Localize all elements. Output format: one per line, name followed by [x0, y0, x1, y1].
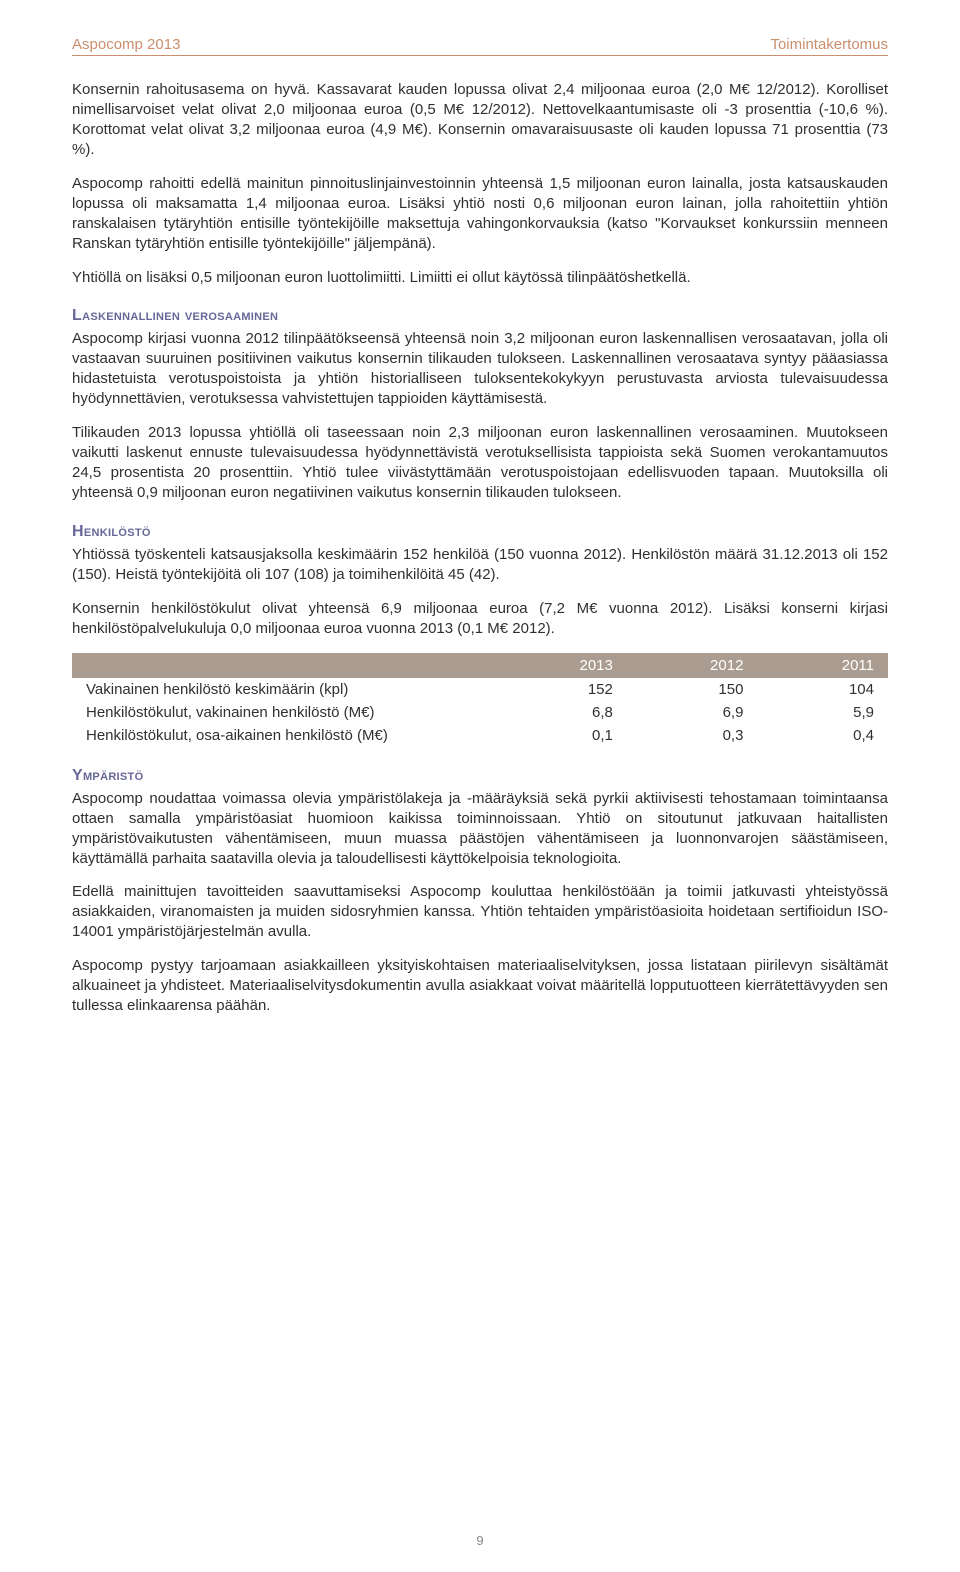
document-page: Aspocomp 2013 Toimintakertomus Konsernin…: [0, 0, 960, 1572]
table-cell: Henkilöstökulut, osa-aikainen henkilöstö…: [72, 724, 496, 747]
section-heading-ymparisto: Ympäristö: [72, 767, 888, 785]
body-paragraph: Aspocomp noudattaa voimassa olevia ympär…: [72, 789, 888, 869]
body-paragraph: Yhtiössä työskenteli katsausjaksolla kes…: [72, 545, 888, 585]
table-cell: 5,9: [757, 701, 888, 724]
table-header-cell: 2013: [496, 653, 627, 678]
table-cell: 0,4: [757, 724, 888, 747]
table-row: Henkilöstökulut, osa-aikainen henkilöstö…: [72, 724, 888, 747]
table-cell: Henkilöstökulut, vakinainen henkilöstö (…: [72, 701, 496, 724]
header-right: Toimintakertomus: [770, 36, 888, 53]
body-paragraph: Tilikauden 2013 lopussa yhtiöllä oli tas…: [72, 423, 888, 503]
table-header-row: 2013 2012 2011: [72, 653, 888, 678]
table-cell: 6,8: [496, 701, 627, 724]
header-left: Aspocomp 2013: [72, 36, 180, 53]
table-header-cell: 2011: [757, 653, 888, 678]
table-header-cell: [72, 653, 496, 678]
body-paragraph: Aspocomp rahoitti edellä mainitun pinnoi…: [72, 174, 888, 254]
body-paragraph: Konsernin rahoitusasema on hyvä. Kassava…: [72, 80, 888, 160]
body-paragraph: Aspocomp pystyy tarjoamaan asiakkailleen…: [72, 956, 888, 1016]
section-heading-henkilosto: Henkilöstö: [72, 523, 888, 541]
body-paragraph: Konsernin henkilöstökulut olivat yhteens…: [72, 599, 888, 639]
personnel-table: 2013 2012 2011 Vakinainen henkilöstö kes…: [72, 653, 888, 747]
page-number: 9: [0, 1533, 960, 1548]
table-row: Henkilöstökulut, vakinainen henkilöstö (…: [72, 701, 888, 724]
table-cell: 6,9: [627, 701, 758, 724]
body-paragraph: Edellä mainittujen tavoitteiden saavutta…: [72, 882, 888, 942]
table-row: Vakinainen henkilöstö keskimäärin (kpl) …: [72, 678, 888, 701]
table-header-cell: 2012: [627, 653, 758, 678]
table-cell: 0,3: [627, 724, 758, 747]
table-cell: 152: [496, 678, 627, 701]
table-cell: 104: [757, 678, 888, 701]
table-cell: 0,1: [496, 724, 627, 747]
page-header: Aspocomp 2013 Toimintakertomus: [72, 36, 888, 56]
table-cell: Vakinainen henkilöstö keskimäärin (kpl): [72, 678, 496, 701]
table-cell: 150: [627, 678, 758, 701]
body-paragraph: Aspocomp kirjasi vuonna 2012 tilinpäätök…: [72, 329, 888, 409]
body-paragraph: Yhtiöllä on lisäksi 0,5 miljoonan euron …: [72, 268, 888, 288]
section-heading-verosaaminen: Laskennallinen verosaaminen: [72, 307, 888, 325]
